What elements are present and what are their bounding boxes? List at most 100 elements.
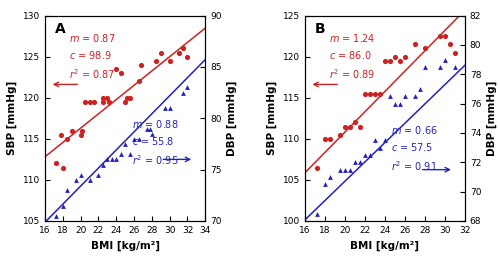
Point [436, 65, 444, 69]
Point [121, 142, 129, 146]
Point [52, 214, 60, 218]
Text: B: B [314, 22, 325, 36]
Point [421, 65, 429, 69]
Point [76, 133, 84, 137]
Point [401, 55, 409, 59]
Point [320, 137, 328, 141]
Point [184, 85, 192, 89]
Point [112, 157, 120, 161]
Point [78, 128, 86, 133]
Point [104, 157, 112, 161]
Point [451, 65, 459, 69]
Point [361, 153, 369, 157]
Point [126, 96, 134, 100]
X-axis label: BMI [kg/m²]: BMI [kg/m²] [350, 240, 420, 251]
Point [416, 87, 424, 91]
Point [376, 92, 384, 96]
Point [116, 152, 124, 156]
Point [441, 34, 449, 38]
Point [152, 59, 160, 63]
Point [401, 94, 409, 98]
X-axis label: BMI [kg/m²]: BMI [kg/m²] [90, 240, 160, 251]
Point [86, 178, 94, 182]
Point [441, 57, 449, 62]
Point [396, 59, 404, 63]
Point [72, 178, 80, 182]
Point [104, 96, 112, 100]
Y-axis label: SBP [mmHg]: SBP [mmHg] [7, 81, 18, 155]
Point [179, 90, 187, 95]
Point [161, 106, 169, 110]
Point [123, 96, 131, 100]
Point [57, 133, 65, 137]
Point [179, 46, 187, 50]
Point [381, 59, 389, 63]
Point [90, 100, 98, 104]
Point [166, 106, 173, 110]
Point [446, 42, 454, 47]
Point [386, 94, 394, 98]
Point [81, 100, 89, 104]
Point [116, 71, 124, 75]
Point [386, 59, 394, 63]
Point [105, 100, 113, 104]
Point [336, 167, 344, 172]
Point [361, 92, 369, 96]
Point [366, 92, 374, 96]
Point [351, 160, 359, 164]
Point [356, 160, 364, 164]
Point [134, 79, 142, 83]
Point [366, 153, 374, 157]
Point [148, 132, 156, 136]
Point [86, 100, 94, 104]
Point [99, 100, 107, 104]
Point [346, 167, 354, 172]
Point [64, 137, 72, 141]
Point [371, 92, 379, 96]
Point [144, 126, 152, 131]
Point [157, 50, 165, 55]
Point [166, 59, 173, 63]
Text: $m$ = 0.88
$c$ = 55.8
$r^2$ = 0.95: $m$ = 0.88 $c$ = 55.8 $r^2$ = 0.95 [132, 118, 178, 167]
Point [130, 137, 138, 141]
Point [341, 167, 349, 172]
Point [134, 137, 142, 141]
Point [184, 55, 192, 59]
Text: $m$ = 0.87
$c$ = 98.9
$r^2$ = 0.87: $m$ = 0.87 $c$ = 98.9 $r^2$ = 0.87 [69, 32, 116, 81]
Y-axis label: SBP [mmHg]: SBP [mmHg] [267, 81, 277, 155]
Point [68, 128, 76, 133]
Point [351, 120, 359, 125]
Point [376, 146, 384, 150]
Point [396, 102, 404, 106]
Point [346, 125, 354, 129]
Point [312, 212, 320, 216]
Point [76, 173, 84, 177]
Point [326, 137, 334, 141]
Point [341, 125, 349, 129]
Point [436, 34, 444, 38]
Point [112, 67, 120, 71]
Point [146, 126, 154, 131]
Point [108, 157, 116, 161]
Y-axis label: DBP [mmHg]: DBP [mmHg] [487, 81, 497, 156]
Point [391, 102, 399, 106]
Point [320, 182, 328, 186]
Point [411, 94, 419, 98]
Point [59, 204, 67, 208]
Point [312, 166, 320, 170]
Point [52, 161, 60, 166]
Point [336, 133, 344, 137]
Point [326, 175, 334, 179]
Point [99, 96, 107, 100]
Point [356, 125, 364, 129]
Point [99, 162, 107, 167]
Text: $m$ = 1.24
$c$ = 86.0
$r^2$ = 0.89: $m$ = 1.24 $c$ = 86.0 $r^2$ = 0.89 [328, 32, 375, 81]
Point [126, 152, 134, 156]
Point [137, 63, 145, 67]
Point [64, 188, 72, 192]
Point [451, 50, 459, 55]
Point [94, 173, 102, 177]
Point [411, 42, 419, 47]
Point [59, 166, 67, 170]
Point [391, 55, 399, 59]
